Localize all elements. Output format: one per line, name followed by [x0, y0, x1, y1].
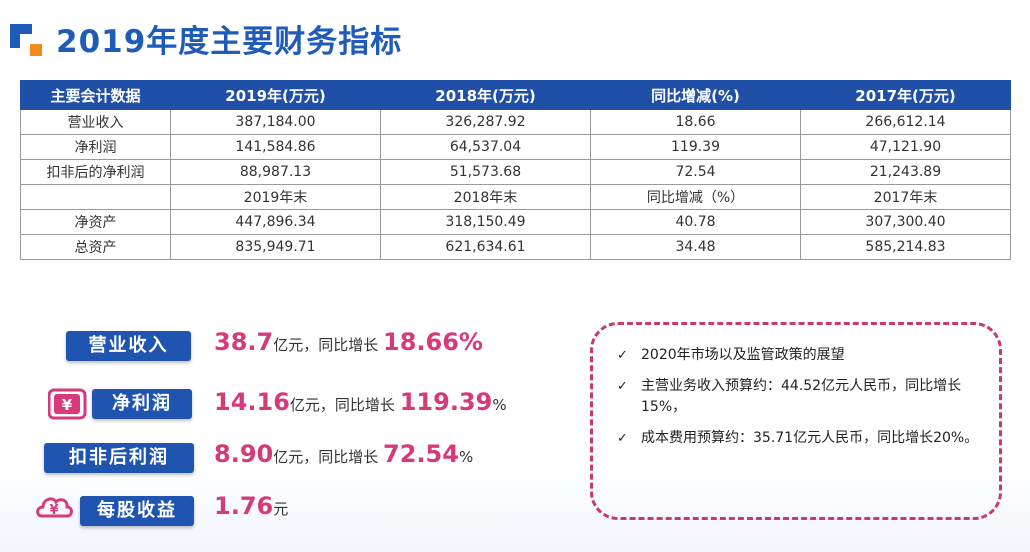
list-item: ✓ 成本费用预算约：35.71亿元人民币，同比增长20%。: [617, 428, 981, 449]
metric-label: 扣非后利润: [44, 443, 194, 473]
table-row: 扣非后的净利润 88,987.13 51,573.68 72.54 21,243…: [20, 159, 1011, 185]
table-cell: 387,184.00: [170, 109, 381, 135]
metric-text: 14.16亿元，同比增长 119.39%: [214, 388, 507, 416]
svg-text:¥: ¥: [62, 396, 73, 414]
checkmark-icon: ✓: [617, 431, 628, 446]
table-cell: 64,537.04: [380, 134, 591, 160]
table-cell: 72.54: [590, 159, 801, 185]
table-row: 营业收入 387,184.00 326,287.92 18.66 266,612…: [20, 109, 1011, 135]
table-cell: 2017年末: [800, 184, 1011, 210]
table-cell: 2019年末: [170, 184, 381, 210]
metric-growth: 18.66%: [383, 328, 483, 356]
table-row: 净利润 141,584.86 64,537.04 119.39 47,121.9…: [20, 134, 1011, 160]
table-cell: 21,243.89: [800, 159, 1011, 185]
metric-label: 每股收益: [80, 496, 194, 526]
column-header: 主要会计数据: [20, 80, 171, 110]
metric-suffix: %: [458, 448, 474, 466]
metric-deducted-profit: 扣非后利润 8.90亿元，同比增长 72.54%: [0, 438, 560, 478]
column-header: 2018年(万元): [380, 80, 591, 110]
table-cell: 净资产: [20, 209, 171, 235]
metric-value: 14.16: [214, 388, 290, 416]
table-cell: 88,987.13: [170, 159, 381, 185]
table-cell: [20, 184, 171, 210]
metric-text: 1.76元: [214, 492, 288, 520]
table-cell: 621,634.61: [380, 234, 591, 260]
metric-unit: 亿元，同比增长: [289, 396, 395, 414]
list-item: ✓ 主营业务收入预算约：44.52亿元人民币，同比增长15%，: [617, 376, 981, 418]
metric-value: 8.90: [214, 440, 274, 468]
table-cell: 447,896.34: [170, 209, 381, 235]
metric-value: 1.76: [214, 492, 274, 520]
metric-growth: 119.39: [399, 388, 493, 416]
table-cell: 同比增减（%）: [590, 184, 801, 210]
logo-squares-icon: [10, 24, 42, 56]
outlook-text: 2020年市场以及监管政策的展望: [641, 347, 845, 363]
wallet-yuan-icon: ¥: [48, 388, 87, 420]
table-cell: 净利润: [20, 134, 171, 160]
table-header-row: 主要会计数据 2019年(万元) 2018年(万元) 同比增减(%) 2017年…: [20, 80, 1011, 110]
table-cell: 307,300.40: [800, 209, 1011, 235]
table-cell: 835,949.71: [170, 234, 381, 260]
outlook-text: 成本费用预算约：35.71亿元人民币，同比增长20%。: [641, 430, 979, 446]
metric-revenue: 营业收入 38.7亿元，同比增长 18.66%: [0, 326, 560, 366]
financial-table: 主要会计数据 2019年(万元) 2018年(万元) 同比增减(%) 2017年…: [20, 80, 1011, 260]
table-row: 净资产 447,896.34 318,150.49 40.78 307,300.…: [20, 209, 1011, 235]
checkmark-icon: ✓: [617, 379, 628, 394]
metric-unit: 亿元，同比增长: [273, 448, 379, 466]
metric-text: 8.90亿元，同比增长 72.54%: [214, 440, 473, 468]
table-cell: 34.48: [590, 234, 801, 260]
table-cell: 585,214.83: [800, 234, 1011, 260]
page-title: 2019年度主要财务指标: [56, 24, 403, 60]
table-cell: 总资产: [20, 234, 171, 260]
table-cell: 47,121.90: [800, 134, 1011, 160]
metric-text: 38.7亿元，同比增长 18.66%: [214, 328, 483, 356]
table-row: 总资产 835,949.71 621,634.61 34.48 585,214.…: [20, 234, 1011, 260]
column-header: 2017年(万元): [800, 80, 1011, 110]
table-cell: 318,150.49: [380, 209, 591, 235]
table-cell: 266,612.14: [800, 109, 1011, 135]
table-cell: 18.66: [590, 109, 801, 135]
table-cell: 扣非后的净利润: [20, 159, 171, 185]
outlook-box: ✓ 2020年市场以及监管政策的展望 ✓ 主营业务收入预算约：44.52亿元人民币，…: [590, 322, 1002, 520]
table-cell: 营业收入: [20, 109, 171, 135]
metric-unit: 亿元，同比增长: [273, 336, 379, 354]
table-cell: 2018年末: [380, 184, 591, 210]
metric-unit: 元: [273, 500, 289, 518]
checkmark-icon: ✓: [617, 348, 628, 363]
metric-label: 净利润: [92, 389, 192, 419]
column-header: 同比增减(%): [590, 80, 801, 110]
table-cell: 40.78: [590, 209, 801, 235]
metric-growth: 72.54: [383, 440, 459, 468]
cloud-yuan-icon: ¥: [36, 497, 73, 518]
svg-text:¥: ¥: [49, 503, 58, 518]
list-item: ✓ 2020年市场以及监管政策的展望: [617, 345, 981, 366]
table-cell: 326,287.92: [380, 109, 591, 135]
table-cell: 141,584.86: [170, 134, 381, 160]
outlook-text: 主营业务收入预算约：44.52亿元人民币，同比增长15%，: [641, 378, 962, 415]
metric-net-profit: ¥ 净利润 14.16亿元，同比增长 119.39%: [0, 384, 560, 424]
column-header: 2019年(万元): [170, 80, 381, 110]
metric-suffix: %: [492, 396, 507, 414]
table-cell: 51,573.68: [380, 159, 591, 185]
table-row: 2019年末 2018年末 同比增减（%） 2017年末: [20, 184, 1011, 210]
table-cell: 119.39: [590, 134, 801, 160]
metric-label: 营业收入: [66, 331, 191, 361]
metric-value: 38.7: [214, 328, 274, 356]
metric-eps: ¥ 每股收益 1.76元: [0, 490, 560, 530]
